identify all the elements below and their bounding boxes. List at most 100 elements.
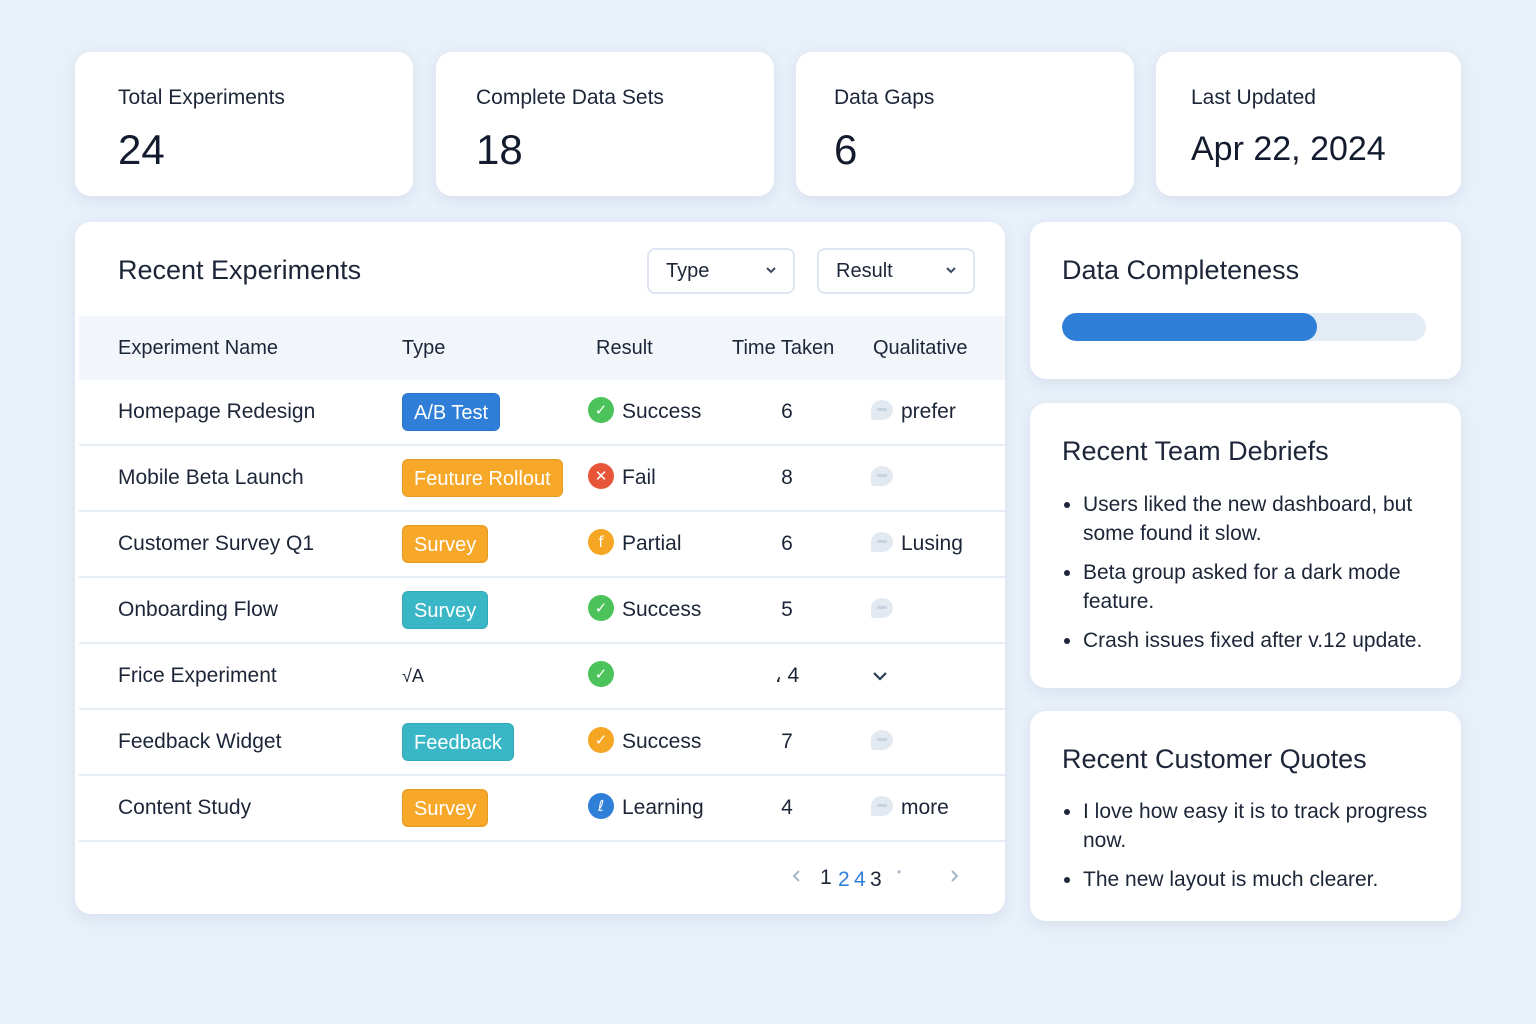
check-icon: ✓: [588, 661, 614, 688]
column-header-name[interactable]: Experiment Name: [118, 337, 279, 359]
time-taken: 7: [781, 730, 793, 753]
experiment-name[interactable]: Frice Experiment: [118, 664, 277, 687]
type-badge: Feuture Rollout: [402, 459, 563, 498]
qualitative-cell[interactable]: prefer: [871, 380, 956, 444]
recent-experiments-panel: Recent Experiments Type Result Experimen…: [75, 222, 1005, 914]
result-cell: ✓: [588, 644, 622, 708]
panel-title: Recent Experiments: [118, 255, 362, 285]
table-row[interactable]: Homepage Redesign A/B Test ✓ Success 6 prefer: [79, 380, 1005, 446]
qualitative-text: more: [901, 796, 949, 820]
progress-fill: [1062, 313, 1317, 341]
table-header: Experiment Name Type Result Time Taken Q…: [79, 316, 1005, 380]
comment-icon: [871, 400, 893, 421]
list-item: Users liked the new dashboard, but some …: [1062, 490, 1439, 548]
qualitative-text: Lusing: [901, 532, 963, 556]
stat-label: Data Gaps: [834, 86, 935, 109]
experiment-name[interactable]: Content Study: [118, 796, 252, 819]
chevron-down-icon[interactable]: [871, 670, 889, 682]
qualitative-cell[interactable]: [871, 644, 889, 708]
type-text: √A: [402, 666, 424, 686]
check-icon: ✓: [588, 595, 614, 622]
experiment-name[interactable]: Onboarding Flow: [118, 598, 278, 621]
list-item: Crash issues fixed after v.12 update.: [1062, 626, 1439, 655]
page-link[interactable]: 2: [838, 868, 850, 891]
panel-title: Recent Customer Quotes: [1062, 744, 1367, 774]
stat-value: 24: [118, 126, 165, 173]
experiment-name[interactable]: Customer Survey Q1: [118, 532, 315, 555]
comment-icon: [871, 796, 893, 817]
type-cell: √A: [402, 644, 424, 708]
partial-icon: f: [588, 529, 614, 556]
type-badge: Survey: [402, 789, 489, 828]
panel-title: Recent Team Debriefs: [1062, 436, 1329, 466]
table-row[interactable]: Customer Survey Q1 Survey f Partial 6 Lusing: [79, 512, 1005, 578]
stat-label: Complete Data Sets: [476, 86, 664, 109]
table-row[interactable]: Feedback Widget Feedback ✓ Success 7: [79, 710, 1005, 776]
table-row[interactable]: Frice Experiment √A ✓ ، 4: [79, 644, 1005, 710]
chevron-right-icon[interactable]: [948, 868, 960, 884]
qualitative-cell[interactable]: Lusing: [871, 512, 963, 576]
experiment-name[interactable]: Feedback Widget: [118, 730, 282, 753]
dropdown-label: Type: [666, 260, 710, 282]
check-icon: ✓: [588, 397, 614, 424]
type-badge: A/B Test: [402, 393, 501, 432]
table-row[interactable]: Onboarding Flow Survey ✓ Success 5: [79, 578, 1005, 644]
experiment-name[interactable]: Homepage Redesign: [118, 400, 316, 423]
result-label: Fail: [622, 466, 656, 490]
check-icon: ✓: [588, 727, 614, 754]
data-completeness-panel: Data Completeness: [1030, 222, 1461, 379]
result-label: Learning: [622, 796, 704, 820]
type-filter-dropdown[interactable]: Type: [647, 248, 795, 294]
page-link[interactable]: 1: [820, 866, 832, 889]
stat-label: Total Experiments: [118, 86, 285, 109]
time-taken: 4: [781, 796, 793, 819]
time-taken: 5: [781, 598, 793, 621]
customer-quotes-panel: Recent Customer Quotes I love how easy i…: [1030, 711, 1461, 921]
stat-label: Last Updated: [1191, 86, 1316, 109]
list-item: The new layout is much clearer.: [1062, 865, 1439, 894]
time-taken: ، 4: [774, 664, 800, 687]
stat-value: 6: [834, 126, 858, 173]
type-cell: Survey: [402, 776, 489, 840]
type-badge: Survey: [402, 591, 489, 630]
result-label: Success: [622, 598, 702, 622]
result-cell: ✓ Success: [588, 710, 701, 774]
debriefs-list: Users liked the new dashboard, but some …: [1062, 490, 1439, 665]
stat-card-complete-data-sets: Complete Data Sets 18: [436, 52, 774, 196]
x-icon: ✕: [588, 463, 614, 490]
experiment-name[interactable]: Mobile Beta Launch: [118, 466, 304, 489]
stat-card-total-experiments: Total Experiments 24: [75, 52, 413, 196]
time-taken: 8: [781, 466, 793, 489]
qualitative-cell[interactable]: [871, 446, 901, 510]
time-taken: 6: [781, 532, 793, 555]
list-item: I love how easy it is to track progress …: [1062, 797, 1439, 855]
column-header-time[interactable]: Time Taken: [732, 337, 835, 359]
panel-title: Data Completeness: [1062, 255, 1300, 285]
qualitative-cell[interactable]: more: [871, 776, 949, 840]
qualitative-cell[interactable]: [871, 710, 901, 774]
result-cell: ✓ Success: [588, 380, 701, 444]
comment-icon: [871, 532, 893, 553]
comment-icon: [871, 730, 893, 751]
page-link[interactable]: 4: [854, 868, 866, 891]
list-item: Beta group asked for a dark mode feature…: [1062, 558, 1439, 616]
table-row[interactable]: Mobile Beta Launch Feuture Rollout ✕ Fail 8: [79, 446, 1005, 512]
page-dot-icon: •: [897, 865, 902, 879]
comment-icon: [871, 466, 893, 487]
type-cell: Survey: [402, 578, 489, 642]
result-label: Partial: [622, 532, 682, 556]
page-link[interactable]: 3: [870, 868, 882, 891]
qualitative-cell[interactable]: [871, 578, 901, 642]
result-label: Success: [622, 730, 702, 754]
chevron-down-icon: [766, 267, 776, 274]
completeness-progress-bar: [1062, 313, 1426, 341]
table-row[interactable]: Content Study Survey ℓ Learning 4 more: [79, 776, 1005, 842]
column-header-qualitative[interactable]: Qualitative: [873, 337, 968, 359]
result-cell: f Partial: [588, 512, 682, 576]
result-filter-dropdown[interactable]: Result: [817, 248, 975, 294]
column-header-result[interactable]: Result: [596, 337, 653, 359]
type-badge: Feedback: [402, 723, 514, 762]
type-cell: Feuture Rollout: [402, 446, 563, 510]
column-header-type[interactable]: Type: [402, 337, 446, 359]
chevron-left-icon[interactable]: [791, 868, 803, 884]
